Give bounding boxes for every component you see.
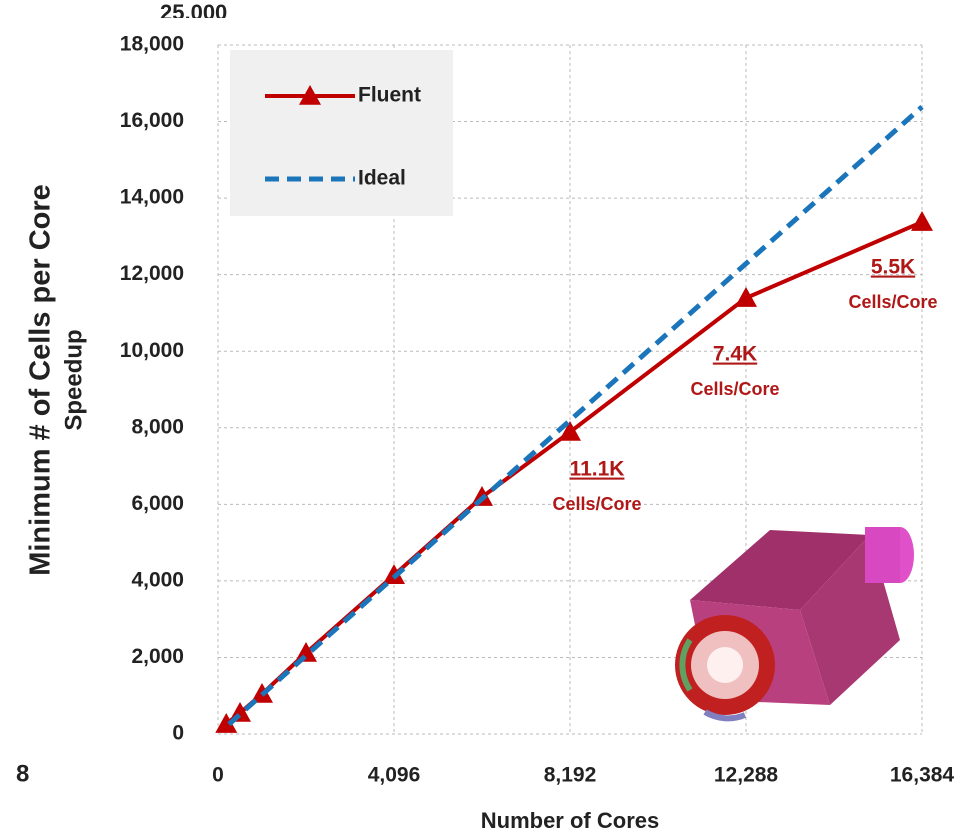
x-tick-label: 8,192 — [544, 764, 597, 787]
y-tick-label: 2,000 — [131, 645, 184, 668]
annotation-sub: Cells/Core — [848, 292, 937, 312]
annotation-sub: Cells/Core — [690, 379, 779, 399]
x-tick-label: 4,096 — [368, 764, 421, 787]
legend-label: Fluent — [358, 84, 421, 107]
chart: 25,000 8 Minimum # of Cells per Core Spe… — [0, 0, 971, 837]
hidden-tick: 8 — [16, 760, 29, 787]
y-tick-label: 4,000 — [131, 568, 184, 591]
old-axis-label: Minimum # of Cells per Core — [25, 184, 57, 576]
annotation: 5.5K — [871, 256, 915, 279]
x-axis-label: Number of Cores — [481, 808, 659, 833]
mask — [150, 18, 630, 40]
annotation: 7.4K — [713, 343, 757, 366]
y-tick-label: 6,000 — [131, 492, 184, 515]
x-tick-label: 0 — [212, 764, 224, 787]
y-tick-label: 12,000 — [120, 262, 184, 285]
x-tick-label: 12,288 — [714, 764, 779, 787]
y-tick-label: 0 — [172, 722, 184, 745]
y-axis-label: Speedup — [60, 329, 87, 430]
point — [735, 287, 757, 307]
y-tick-label: 18,000 — [120, 33, 184, 56]
annotation-sub: Cells/Core — [552, 494, 641, 514]
y-tick-label: 14,000 — [120, 186, 184, 209]
illustration — [675, 527, 914, 718]
annotation: 11.1K — [570, 458, 625, 481]
y-tick-label: 8,000 — [131, 415, 184, 438]
y-tick-label: 16,000 — [120, 109, 184, 132]
x-tick-label: 16,384 — [890, 764, 955, 787]
legend-box — [230, 50, 453, 216]
legend-label: Ideal — [358, 167, 406, 190]
point — [911, 211, 933, 231]
y-tick-label: 10,000 — [120, 339, 184, 362]
